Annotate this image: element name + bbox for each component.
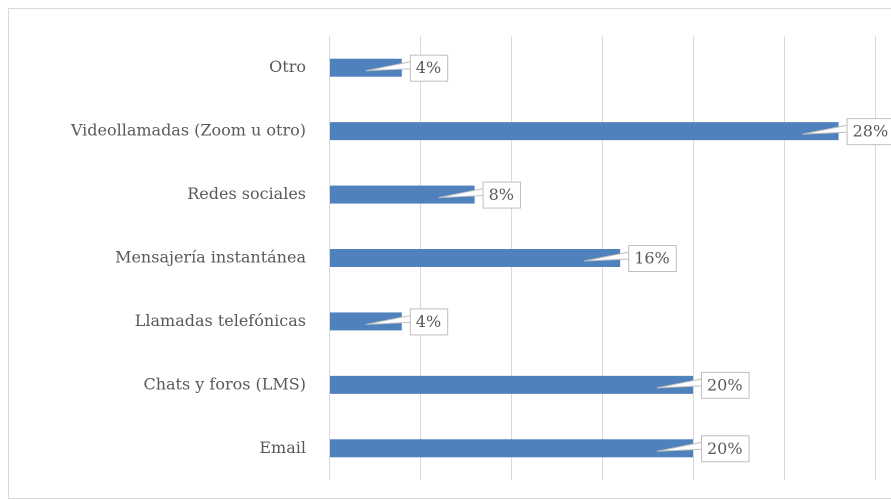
data-label: 4% [416,58,441,77]
data-label: 8% [489,185,514,204]
bar [329,312,402,331]
bar [329,249,621,267]
data-label: 4% [416,312,441,331]
bar [329,122,839,141]
data-label-box [701,371,750,399]
data-label: 28% [853,122,889,141]
y-tick-label: Llamadas telefónicas [135,311,306,330]
y-tick-label: Mensajería instantánea [115,248,306,267]
data-label-box [628,245,677,272]
y-tick-label: Otro [269,57,306,76]
data-label-box [409,308,449,336]
bar [329,58,402,77]
data-label-box [846,118,891,146]
bar [329,185,475,204]
y-tick-label: Chats y foros (LMS) [143,374,306,393]
y-tick-label: Redes sociales [187,184,306,203]
bar [329,375,693,394]
y-tick-label: Videollamadas (Zoom u otro) [70,121,306,140]
data-label-box [409,54,449,82]
data-label-box [482,181,521,209]
data-label: 16% [634,249,670,268]
data-label-box [701,435,750,463]
data-label: 20% [707,439,743,458]
bar [329,439,693,458]
data-label: 20% [707,375,743,394]
y-tick-label: Email [259,438,306,457]
